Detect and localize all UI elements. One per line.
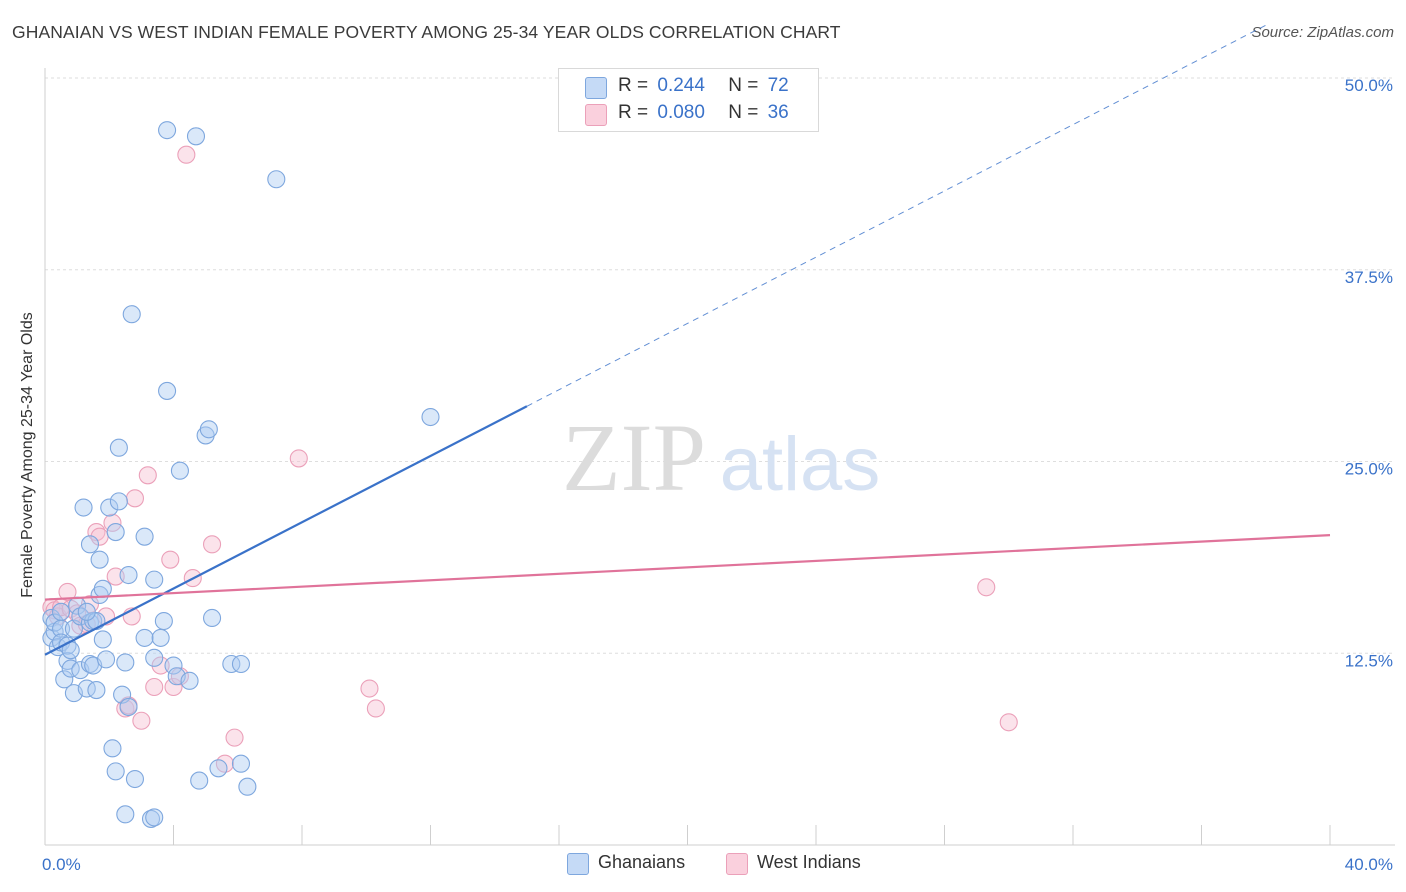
trend-lines (44, 24, 1331, 656)
ghanaians-trend-line (44, 405, 528, 656)
west-indian-point (138, 466, 157, 485)
y-tick-label: 50.0% (1345, 76, 1393, 95)
legend-r-value: 0.244 (657, 75, 705, 96)
west-indian-point (116, 699, 135, 718)
legend-n-label: N = (728, 75, 759, 96)
west-indian-point (977, 578, 996, 597)
ghanaian-point (106, 523, 125, 542)
west-indian-point (125, 489, 144, 508)
legend-swatch-pink (585, 104, 607, 126)
ghanaian-point (145, 808, 164, 827)
gridlines (45, 77, 1395, 654)
ghanaian-point (77, 602, 96, 621)
ghanaian-point (80, 535, 100, 554)
ghanaian-point (87, 681, 106, 700)
ghanaian-point (93, 630, 112, 649)
ghanaian-point (141, 809, 161, 828)
y-tick-label: 12.5% (1345, 651, 1393, 670)
ghanaian-point (90, 550, 109, 569)
x-tick-label: 40.0% (1345, 855, 1393, 874)
ghanaian-point (100, 498, 119, 517)
ghanaian-point (116, 805, 135, 824)
correlation-legend: R = 0.244 N = 72 R = 0.080 N = 36 (558, 68, 819, 132)
ghanaian-point (203, 608, 222, 628)
legend-r-value: 0.080 (657, 102, 705, 123)
west-indian-point (132, 711, 151, 730)
ghanaian-point (238, 777, 257, 796)
ghanaians-points (42, 121, 440, 828)
watermark: ZIP atlas (562, 404, 880, 511)
ghanaian-point (96, 650, 116, 669)
ghanaian-point (93, 579, 112, 598)
ghanaian-point (154, 611, 173, 631)
west-indian-point (366, 699, 385, 718)
series-swatch-blue (567, 853, 589, 875)
ghanaian-point (109, 438, 128, 457)
west-indian-point (177, 145, 196, 164)
west-indian-point (161, 550, 180, 569)
x-tick-label: 0.0% (42, 855, 81, 874)
ghanaian-point (52, 602, 71, 621)
tick-labels: 12.5% 25.0% 37.5% 50.0% 0.0% 40.0% (42, 76, 1393, 874)
ghanaian-point (77, 679, 96, 698)
legend-n-value: 36 (767, 102, 789, 123)
ghanaian-point (116, 653, 135, 672)
ghanaian-point (122, 305, 141, 324)
ghanaian-point (158, 381, 177, 400)
ghanaian-point (222, 654, 241, 674)
west-indian-point (289, 449, 308, 468)
ghanaian-point (61, 659, 80, 678)
west-indian-point (999, 713, 1018, 732)
series-label: West Indians (757, 852, 861, 872)
west-indians-trend-line (44, 534, 1331, 601)
y-tick-label: 37.5% (1345, 268, 1393, 287)
ghanaian-point (74, 498, 93, 517)
west-indian-point (215, 754, 234, 773)
legend-r-label: R = (618, 102, 649, 123)
series-swatch-pink (726, 853, 748, 875)
y-tick-label: 25.0% (1345, 460, 1393, 479)
ghanaian-point (170, 461, 189, 480)
source-credit: Source: ZipAtlas.com (1251, 24, 1394, 41)
series-label: Ghanaians (598, 852, 686, 872)
ghanaian-point (421, 407, 440, 427)
ghanaian-point (180, 671, 199, 690)
ghanaian-point (125, 769, 144, 789)
ghanaian-point (190, 771, 209, 790)
west-indian-point (151, 656, 170, 675)
ghanaian-point (231, 654, 251, 674)
legend-n-label: N = (728, 102, 759, 123)
ghanaian-point (119, 697, 138, 716)
ghanaian-point (158, 121, 177, 140)
ghanaian-point (106, 762, 125, 781)
legend-r-label: R = (618, 75, 649, 96)
watermark-zip: ZIP (562, 404, 706, 511)
west-indian-point (360, 679, 379, 698)
ghanaian-point (267, 170, 286, 189)
ghanaian-point (151, 628, 170, 647)
ghanaian-point (145, 570, 164, 589)
legend-n-value: 72 (767, 75, 789, 96)
ghanaian-point (186, 127, 206, 146)
ghanaian-point (145, 648, 164, 667)
west-indian-point (203, 535, 222, 554)
ghanaian-point (164, 656, 183, 675)
west-indian-point (164, 677, 183, 697)
legend-swatch-blue (585, 77, 607, 99)
ghanaian-point (135, 628, 154, 647)
west-indian-point (145, 677, 164, 697)
ghanaian-point (231, 754, 251, 773)
west-indian-point (225, 728, 244, 747)
axes (44, 68, 1395, 846)
chart-title: GHANAIAN VS WEST INDIAN FEMALE POVERTY A… (12, 22, 841, 42)
ghanaian-point (135, 527, 154, 546)
ghanaian-point (209, 759, 228, 778)
ghanaian-point (55, 670, 74, 689)
watermark-atlas: atlas (720, 422, 881, 507)
ghanaian-point (119, 565, 138, 585)
ghanaian-point (103, 739, 122, 758)
ghanaian-point (109, 492, 128, 511)
ghanaian-point (199, 420, 218, 439)
